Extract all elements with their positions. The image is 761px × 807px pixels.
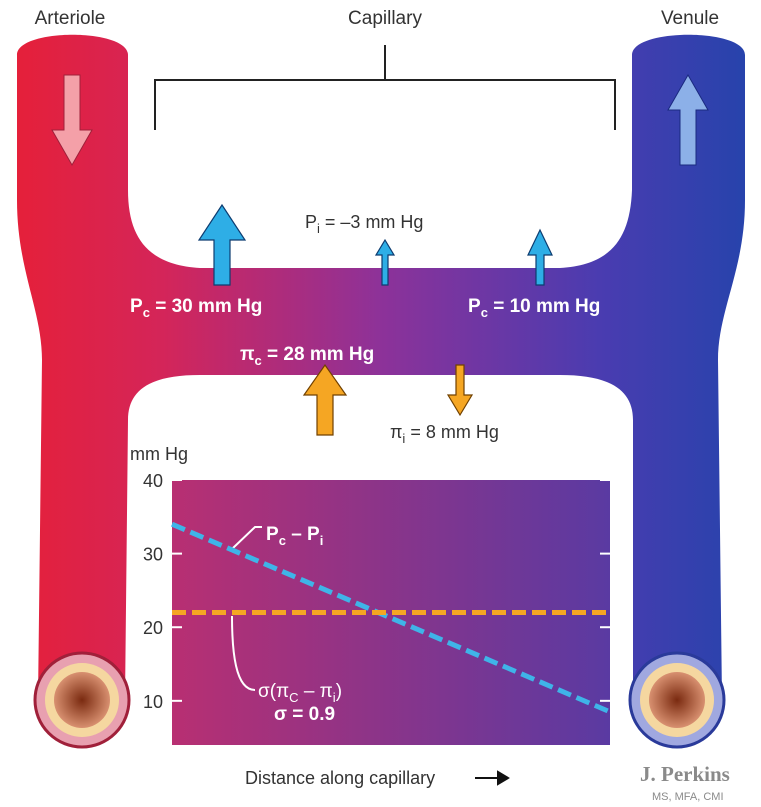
symbol: σ(π (258, 681, 289, 702)
diagram: Arteriole Capillary Venule Pc = 30 mm Hg… (0, 0, 761, 807)
subscript: c (481, 305, 488, 320)
y-tick-label: 20 (143, 618, 163, 638)
y-tick-label: 30 (143, 545, 163, 565)
capillary-bracket (155, 45, 615, 130)
symbol: π (240, 344, 255, 365)
value: = 30 mm Hg (150, 296, 262, 317)
arteriole-label: Arteriole (35, 8, 106, 29)
sigma-note: σ = 0.9 (274, 704, 335, 725)
y-tick-label: 10 (143, 692, 163, 712)
line-label: σ(πC – πi) (258, 681, 342, 705)
symbol: – P (286, 524, 320, 545)
force-label: Pc = 10 mm Hg (468, 296, 600, 320)
value: = 8 mm Hg (405, 422, 499, 442)
value: = 28 mm Hg (262, 344, 374, 365)
credit-degrees: MS, MFA, CMI (652, 791, 724, 803)
x-axis-label: Distance along capillary (245, 768, 435, 788)
x-axis-arrow (475, 772, 508, 784)
symbol: P (468, 296, 481, 317)
subscript: i (320, 533, 324, 548)
symbol: P (266, 524, 279, 545)
y-tick-label: 40 (143, 471, 163, 491)
symbol: P (130, 296, 143, 317)
subscript: c (279, 533, 286, 548)
force-label: Pi = –3 mm Hg (305, 212, 423, 236)
subscript: C (289, 690, 298, 705)
y-axis-label: mm Hg (130, 444, 188, 464)
page: Arteriole Capillary Venule Pc = 30 mm Hg… (0, 0, 761, 807)
venule-label: Venule (661, 8, 719, 29)
subscript: c (143, 305, 150, 320)
value: = 10 mm Hg (488, 296, 600, 317)
value: = –3 mm Hg (320, 212, 424, 232)
symbol: π (390, 422, 402, 442)
line-label: Pc – Pi (266, 524, 323, 548)
subscript: c (255, 353, 262, 368)
symbol: – π (299, 681, 333, 702)
force-label: Pc = 30 mm Hg (130, 296, 262, 320)
capillary-label: Capillary (348, 8, 422, 29)
symbol: ) (336, 681, 342, 702)
force-label: πi = 8 mm Hg (390, 422, 499, 446)
credit-name: J. Perkins (640, 762, 730, 786)
symbol: P (305, 212, 317, 232)
